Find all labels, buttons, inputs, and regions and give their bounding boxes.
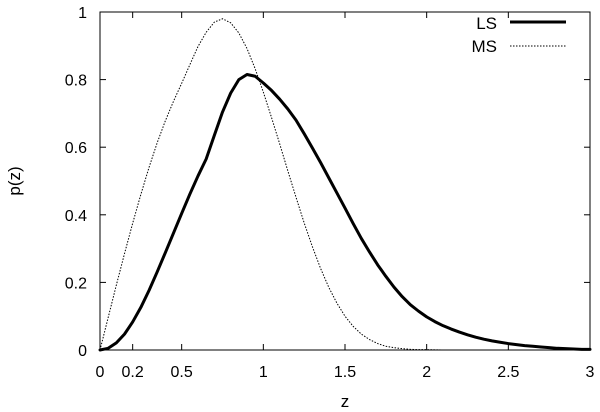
x-tick-label: 2.5 xyxy=(497,364,519,381)
y-axis-label: p(z) xyxy=(5,166,24,195)
x-tick-labels: 0 0.2 0.5 1 1.5 2 2.5 3 xyxy=(96,364,595,381)
y-tick-label: 0.6 xyxy=(65,140,87,157)
tick-marks xyxy=(99,11,591,351)
y-tick-labels: 0 0.2 0.4 0.6 0.8 1 xyxy=(65,5,87,360)
legend-label-ls: LS xyxy=(476,14,497,33)
y-tick-label: 0.2 xyxy=(65,275,87,292)
y-tick-label: 0 xyxy=(78,343,87,360)
x-tick-label: 0 xyxy=(96,364,105,381)
series-line-ls xyxy=(98,73,592,352)
plot-frame xyxy=(99,11,591,351)
x-tick-label: 1 xyxy=(259,364,268,381)
legend-label-ms: MS xyxy=(472,37,498,56)
legend: LS MS xyxy=(472,14,566,56)
x-tick-label: 0.2 xyxy=(122,364,144,381)
y-tick-label: 0.8 xyxy=(65,73,87,90)
y-tick-label: 1 xyxy=(78,5,87,22)
x-tick-label: 1.5 xyxy=(334,364,356,381)
x-tick-label: 0.5 xyxy=(171,364,193,381)
x-tick-label: 2 xyxy=(422,364,431,381)
x-axis-label: z xyxy=(341,392,350,411)
series-layer xyxy=(98,18,592,352)
x-tick-label: 3 xyxy=(586,364,595,381)
series-line-ms xyxy=(99,18,590,351)
y-tick-label: 0.4 xyxy=(65,208,87,225)
